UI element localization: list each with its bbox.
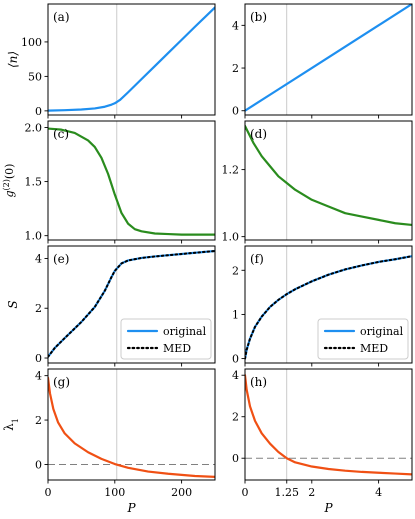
y-tick-label: 1.0 xyxy=(25,230,43,243)
legend-label-original: original xyxy=(360,325,404,338)
series-line-0 xyxy=(245,124,412,227)
panel-f: 0 1 2 (f) original MED xyxy=(232,245,413,367)
legend: original MED xyxy=(120,318,212,360)
series-line-0 xyxy=(48,6,215,112)
x-tick-label: 1.25 xyxy=(275,486,300,499)
y-tick-label: 1.0 xyxy=(222,231,240,244)
axes-frame xyxy=(244,120,413,241)
series-line-0 xyxy=(245,374,412,476)
panel-label: (a) xyxy=(53,10,70,24)
y-tick-label: 0 xyxy=(35,105,42,118)
axes-frame xyxy=(47,120,216,241)
y-tick-label: 4 xyxy=(35,370,42,383)
axes-frame xyxy=(47,368,216,481)
y-tick-label: 100 xyxy=(21,36,42,49)
y-tick-label: 1.2 xyxy=(222,164,240,177)
panel-c: 1.0 1.5 2.0 (c) g(2)(0) xyxy=(2,120,216,244)
x-tick-label: 0 xyxy=(242,486,249,499)
x-axis-label: P xyxy=(126,501,136,515)
panel-label: (b) xyxy=(250,10,267,24)
y-tick-label: 0 xyxy=(232,452,239,465)
y-tick-label: 2.0 xyxy=(25,121,43,134)
legend-label-med: MED xyxy=(163,342,191,355)
panel-label: (g) xyxy=(53,375,70,389)
y-tick-label: 0 xyxy=(35,458,42,471)
legend-label-med: MED xyxy=(360,342,388,355)
panel-label: (f) xyxy=(250,252,264,266)
panel-b: 0 2 4 (b) xyxy=(232,3,413,119)
x-tick-label: 200 xyxy=(171,486,192,499)
y-tick-label: 0 xyxy=(232,353,239,366)
y-tick-label: 4 xyxy=(232,19,239,32)
y-tick-label: 2 xyxy=(232,62,239,75)
axes-frame xyxy=(47,3,216,116)
y-tick-label: 2 xyxy=(35,302,42,315)
series-line-0 xyxy=(245,4,412,112)
x-tick-label: 0 xyxy=(45,486,52,499)
series-line-0 xyxy=(48,376,215,478)
panel-label: (e) xyxy=(53,252,69,266)
axes-frame xyxy=(244,368,413,481)
x-tick-label: 2 xyxy=(308,486,315,499)
y-tick-label: 4 xyxy=(35,252,42,265)
x-tick-label: 100 xyxy=(104,486,125,499)
y-tick-label: 2 xyxy=(232,264,239,277)
y-tick-label: 50 xyxy=(28,70,42,83)
panel-label: (h) xyxy=(250,375,267,389)
y-axis-label: S xyxy=(6,300,20,308)
y-tick-label: 0 xyxy=(35,352,42,365)
y-axis-label: λ1 xyxy=(2,418,20,431)
y-tick-label: 1.5 xyxy=(25,176,43,189)
y-tick-label: 0 xyxy=(232,105,239,118)
series-line-med xyxy=(245,255,412,360)
panel-d: 1.0 1.2 (d) xyxy=(222,120,413,244)
y-axis-label: g(2)(0) xyxy=(2,164,17,198)
panel-a: 0 50 100 (a) ⟨n⟩ xyxy=(6,3,216,119)
series-line-med xyxy=(48,249,215,358)
y-tick-label: 2 xyxy=(232,411,239,424)
x-axis-label: P xyxy=(323,501,333,515)
axes-frame xyxy=(244,3,413,116)
legend: original MED xyxy=(317,318,409,360)
panel-label: (d) xyxy=(250,127,267,141)
y-tick-label: 2 xyxy=(35,414,42,427)
panel-label: (c) xyxy=(53,127,69,141)
y-tick-label: 1 xyxy=(232,308,239,321)
x-tick-label: 4 xyxy=(375,486,382,499)
panel-h: 0 2 4 0 1.25 2 4 (h) P xyxy=(232,368,413,515)
panel-g: 0 2 4 0 100 200 (g) λ1 P xyxy=(2,368,216,515)
y-tick-label: 4 xyxy=(232,369,239,382)
axes-frame xyxy=(244,245,413,364)
axes-frame xyxy=(47,245,216,364)
y-axis-label: ⟨n⟩ xyxy=(6,51,20,68)
legend-label-original: original xyxy=(163,325,207,338)
series-line-0 xyxy=(48,127,215,236)
